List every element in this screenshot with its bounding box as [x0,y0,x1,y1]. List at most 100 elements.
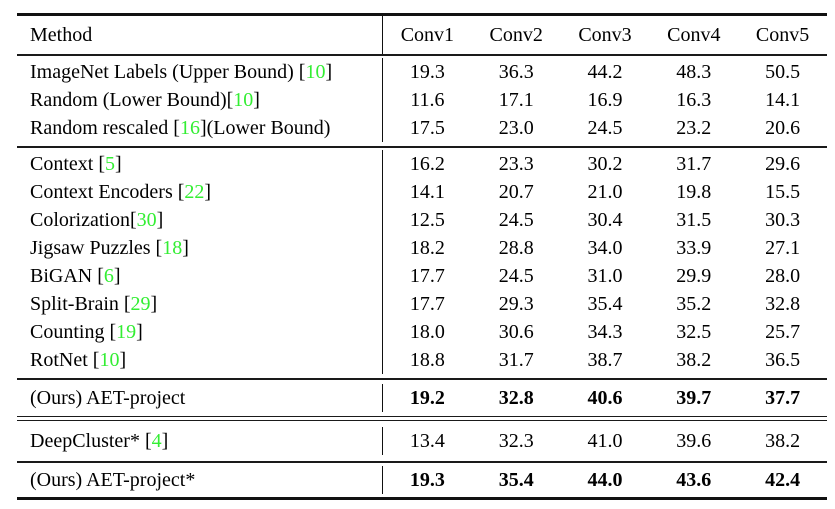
method-cell: Context Encoders [22] [17,177,383,206]
value-cell: 23.0 [498,116,534,139]
value-cell: 14.1 [409,180,445,203]
method-cell: Random (Lower Bound)[10] [17,85,383,114]
citation-link[interactable]: 30 [136,208,157,231]
value-cell: 25.7 [765,320,801,343]
method-name: BiGAN [ [30,264,104,287]
value-cell: 32.8 [498,386,534,409]
value-cell: 27.1 [765,236,801,259]
method-name-suffix: ] [119,348,127,371]
table-row: Counting [19] 18.0 30.6 34.3 32.5 25.7 [17,317,827,346]
method-cell: RotNet [10] [17,345,383,374]
citation-link[interactable]: 19 [116,320,137,343]
table-section: ImageNet Labels (Upper Bound) [10] 19.3 36… [17,56,827,146]
value-cell: 31.7 [676,152,712,175]
table-row: BiGAN [6] 17.7 24.5 31.0 29.9 28.0 [17,261,827,290]
method-name-suffix: ] [115,152,122,175]
method-name: Counting [ [30,320,117,343]
method-name-suffix: ] [156,208,164,231]
value-cell: 23.2 [676,116,712,139]
method-name: Random (Lower Bound)[ [30,88,234,111]
method-cell: Context [5] [17,149,383,178]
table-row: Context Encoders [22] 14.1 20.7 21.0 19.8 15.… [17,177,827,206]
section-separator-rule [17,461,827,463]
section-separator-double-rule [17,415,827,421]
method-name-suffix: ] [150,292,158,315]
value-cell: 17.7 [409,264,445,287]
citation-link[interactable]: 16 [179,116,200,139]
table-row: (Ours) AET-project* 19.3 35.4 44.0 43.6 42.4 [17,466,827,494]
value-cell: 43.6 [676,469,712,491]
method-name: Context [ [30,152,105,175]
value-cell: 19.3 [409,469,445,491]
value-cell: 16.3 [676,88,712,111]
table-row: ImageNet Labels (Upper Bound) [10] 19.3 36… [17,57,827,86]
value-cell: 31.7 [498,348,534,371]
value-cell: 29.9 [676,264,712,287]
method-name: (Ours) AET-project* [30,469,196,491]
method-name: Jigsaw Puzzles [ [30,236,163,259]
header-separator-rule [17,53,827,56]
value-cell: 19.8 [676,180,712,203]
value-cell: 31.0 [587,264,623,287]
citation-link[interactable]: 5 [105,152,115,175]
citation-link[interactable]: 4 [151,430,162,452]
citation-link[interactable]: 6 [103,264,114,287]
section-separator-rule [17,377,827,380]
method-name-suffix: ](Lower Bound) [199,116,331,139]
value-cell: 19.2 [409,386,445,409]
citation-link[interactable]: 10 [99,348,120,371]
value-cell: 34.3 [587,320,623,343]
value-cell: 38.2 [676,348,712,371]
citation-link[interactable]: 10 [305,60,326,83]
value-cell: 29.3 [498,292,534,315]
value-cell: 14.1 [765,88,801,111]
method-name: Colorization[ [30,208,137,231]
value-cell: 28.8 [498,236,534,259]
method-name-suffix: ] [325,60,333,83]
citation-link[interactable]: 18 [162,236,183,259]
method-name-suffix: ] [204,180,212,203]
value-cell: 33.9 [676,236,712,259]
value-cell: 16.2 [409,152,445,175]
table-section: (Ours) AET-project* 19.3 35.4 44.0 43.6 42.4 [17,463,827,497]
value-cell: 38.7 [587,348,623,371]
method-cell: Split-Brain [29] [17,289,383,318]
value-cell: 28.0 [765,264,801,287]
method-name-suffix: ] [182,236,189,259]
table-section: (Ours) AET-project 19.2 32.8 40.6 39.7 37.7 [17,380,827,416]
value-cell: 35.2 [676,292,712,315]
method-name: (Ours) AET-project [30,386,186,409]
table-header-row: Method Conv1 Conv2 Conv3 Conv4 Conv5 [17,15,827,54]
citation-link[interactable]: 29 [130,292,151,315]
method-name: Split-Brain [ [30,292,131,315]
column-header-conv3: Conv3 [578,23,632,46]
table-row: Jigsaw Puzzles [18] 18.2 28.8 34.0 33.9 27.1 [17,233,827,262]
method-name-suffix: ] [136,320,143,343]
value-cell: 50.5 [765,60,801,83]
value-cell: 19.3 [409,60,445,83]
value-cell: 35.4 [587,292,623,315]
method-cell: Counting [19] [17,317,383,346]
citation-link[interactable]: 10 [233,88,254,111]
value-cell: 20.7 [498,180,534,203]
citation-link[interactable]: 22 [184,180,205,203]
table-row: Random rescaled [16](Lower Bound) 17.5 23.… [17,113,827,142]
column-header-conv1: Conv1 [400,23,455,46]
value-cell: 32.3 [498,430,534,452]
method-name: Context Encoders [ [30,180,185,203]
method-cell: ImageNet Labels (Upper Bound) [10] [17,57,383,86]
value-cell: 23.3 [498,152,534,175]
value-cell: 44.0 [587,469,623,491]
table-body: ImageNet Labels (Upper Bound) [10] 19.3 36… [17,56,827,498]
table-section: DeepCluster* [4] 13.4 32.3 41.0 39.6 38.2 [17,421,827,461]
value-cell: 24.5 [498,264,534,287]
method-name-suffix: ] [161,430,169,452]
value-cell: 18.8 [409,348,445,371]
table-top-rule [17,13,827,16]
value-cell: 30.3 [765,208,801,231]
value-cell: 40.6 [587,386,623,409]
value-cell: 34.0 [587,236,623,259]
value-cell: 17.1 [498,88,534,111]
value-cell: 30.6 [498,320,534,343]
